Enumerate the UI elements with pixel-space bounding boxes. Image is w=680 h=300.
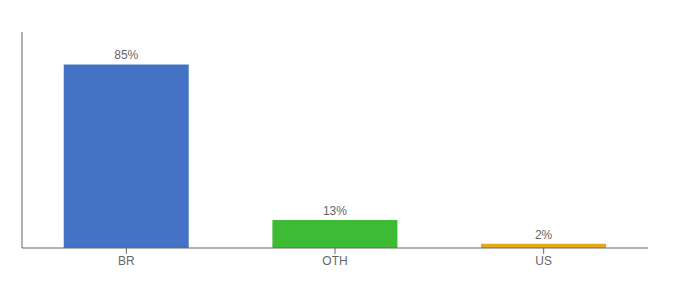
- svg-text:US: US: [535, 254, 552, 268]
- svg-text:BR: BR: [118, 254, 135, 268]
- svg-text:2%: 2%: [535, 228, 553, 242]
- svg-text:OTH: OTH: [322, 254, 347, 268]
- svg-text:13%: 13%: [323, 204, 347, 218]
- svg-text:85%: 85%: [114, 48, 138, 62]
